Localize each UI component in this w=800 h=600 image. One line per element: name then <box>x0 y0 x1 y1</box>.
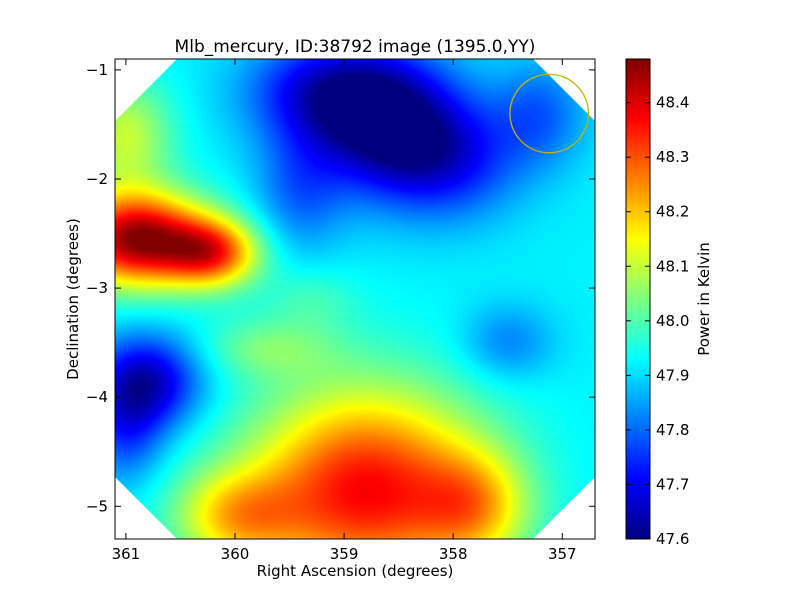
x-tick-label-2: 359 <box>330 545 359 563</box>
heatmap-image <box>115 59 595 539</box>
y-tick-label-4: −5 <box>86 497 108 515</box>
y-tick-label-3: −4 <box>86 388 108 406</box>
colorbar-tick-label-1: 47.7 <box>656 475 689 493</box>
x-axis: 361 360 359 358 357 <box>112 59 577 563</box>
colorbar-tick-label-0: 47.6 <box>656 530 689 548</box>
colorbar-tick-label-7: 48.3 <box>656 148 689 166</box>
colorbar: 47.6 47.7 47.8 47.9 48.0 48.1 48.2 48.3 48.4 Pow… <box>625 58 713 548</box>
heatmap-area <box>115 59 595 539</box>
colorbar-ticks: 47.6 47.7 47.8 47.9 48.0 48.1 48.2 48.3 48.4 <box>626 94 689 548</box>
x-tick-label-3: 358 <box>439 545 468 563</box>
colorbar-tick-label-8: 48.4 <box>656 94 689 112</box>
x-tick-label-1: 360 <box>221 545 250 563</box>
colorbar-frame <box>625 58 651 540</box>
colorbar-tick-label-3: 47.9 <box>656 366 689 384</box>
y-tick-label-0: −1 <box>86 61 108 79</box>
colorbar-gradient <box>626 59 650 539</box>
colorbar-tick-label-5: 48.1 <box>656 257 689 275</box>
colorbar-tick-label-6: 48.2 <box>656 203 689 221</box>
x-tick-label-4: 357 <box>548 545 577 563</box>
chart-title: Mlb_mercury, ID:38792 image (1395.0,YY) <box>175 37 536 57</box>
y-axis-label: Declination (degrees) <box>64 218 82 380</box>
plot-frame <box>114 58 596 540</box>
x-tick-label-0: 361 <box>112 545 141 563</box>
colorbar-tick-label-2: 47.8 <box>656 421 689 439</box>
y-axis: −1 −2 −3 −4 −5 <box>86 61 595 515</box>
beam-circle <box>509 73 590 154</box>
x-axis-label: Right Ascension (degrees) <box>257 562 454 580</box>
colorbar-tick-label-4: 48.0 <box>656 312 689 330</box>
colorbar-label: Power in Kelvin <box>695 242 713 356</box>
y-tick-label-1: −2 <box>86 170 108 188</box>
y-tick-label-2: −3 <box>86 279 108 297</box>
